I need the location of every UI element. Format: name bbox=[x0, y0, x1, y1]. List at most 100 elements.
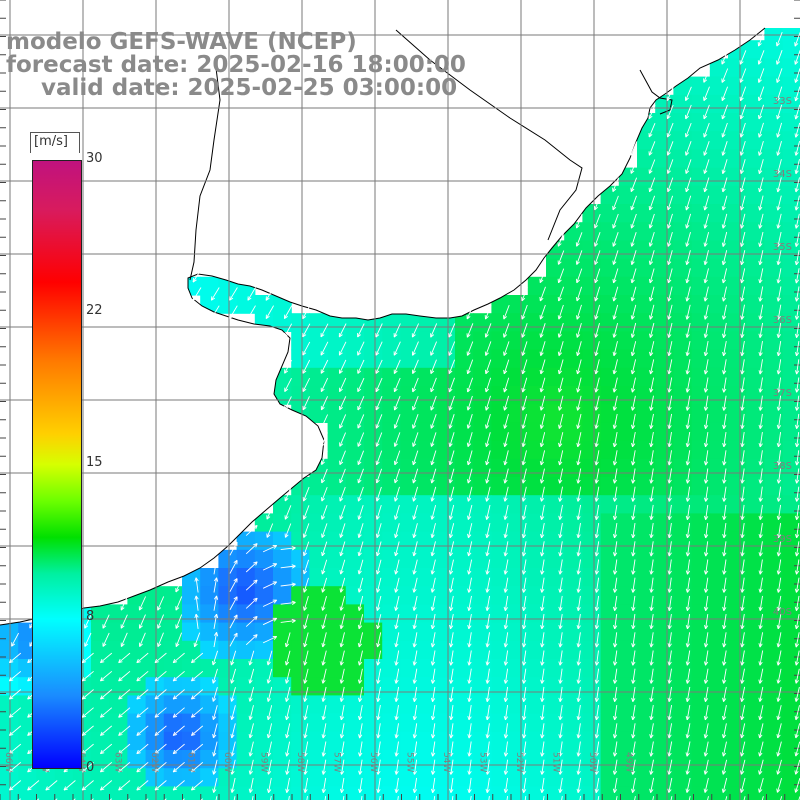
wind-arrow bbox=[320, 468, 328, 484]
wind-arrow bbox=[776, 450, 782, 466]
wind-arrow bbox=[722, 486, 727, 502]
lat-label: 34S bbox=[773, 169, 792, 180]
wind-arrow bbox=[233, 796, 236, 800]
wind-cell bbox=[691, 731, 711, 751]
wind-arrow bbox=[540, 541, 545, 557]
wind-cell bbox=[655, 677, 674, 696]
wind-cell bbox=[709, 331, 729, 351]
wind-arrow bbox=[649, 523, 654, 539]
wind-cell bbox=[145, 695, 165, 715]
wind-cell bbox=[673, 222, 693, 241]
wind-cell bbox=[382, 513, 401, 533]
wind-arrow bbox=[740, 450, 745, 466]
wind-cell bbox=[200, 276, 219, 296]
wind-cell bbox=[455, 513, 474, 533]
wind-arrow bbox=[84, 632, 92, 647]
wind-arrow bbox=[245, 615, 258, 627]
wind-arrow bbox=[649, 741, 654, 757]
wind-cell bbox=[418, 477, 438, 496]
wind-cell bbox=[582, 513, 602, 533]
wind-arrow bbox=[521, 432, 527, 448]
wind-cell bbox=[400, 677, 420, 696]
wind-cell bbox=[527, 313, 547, 332]
wind-arrow bbox=[721, 705, 727, 721]
wind-cell bbox=[473, 513, 492, 533]
wind-arrow bbox=[375, 414, 383, 429]
wind-arrow bbox=[302, 523, 310, 538]
wind-arrow bbox=[649, 395, 654, 411]
wind-arrow bbox=[740, 395, 745, 411]
wind-arrow bbox=[794, 68, 800, 83]
wind-arrow bbox=[412, 723, 418, 739]
wind-arrow bbox=[339, 741, 345, 757]
wind-cell bbox=[600, 440, 620, 460]
wind-cell bbox=[418, 622, 438, 642]
wind-arrow bbox=[358, 723, 363, 739]
wind-cell bbox=[618, 331, 638, 351]
wind-arrow bbox=[794, 195, 800, 211]
wind-arrow bbox=[667, 413, 673, 429]
wind-arrow bbox=[794, 577, 800, 593]
wind-cell bbox=[691, 440, 711, 460]
wind-arrow bbox=[376, 759, 381, 775]
wind-arrow bbox=[339, 523, 346, 538]
wind-arrow bbox=[136, 689, 149, 700]
wind-arrow bbox=[794, 250, 800, 266]
wind-arrow bbox=[521, 377, 528, 393]
wind-arrow bbox=[721, 177, 728, 193]
wind-arrow bbox=[321, 705, 327, 721]
wind-arrow bbox=[612, 268, 619, 284]
wind-arrow bbox=[648, 250, 655, 266]
wind-cell bbox=[764, 258, 784, 278]
wind-cell bbox=[728, 677, 747, 696]
wind-arrow bbox=[466, 432, 473, 448]
wind-arrow bbox=[430, 723, 436, 739]
wind-cell bbox=[364, 513, 383, 533]
wind-cell bbox=[691, 331, 711, 351]
wind-cell bbox=[254, 604, 274, 624]
wind-arrow bbox=[303, 614, 309, 629]
wind-cell bbox=[746, 750, 765, 769]
wind-cell bbox=[655, 222, 674, 241]
wind-arrow bbox=[394, 668, 400, 684]
wind-cell bbox=[455, 568, 474, 587]
wind-arrow bbox=[280, 618, 296, 624]
wind-arrow bbox=[612, 341, 618, 357]
wind-arrow bbox=[794, 523, 800, 539]
wind-cell bbox=[527, 458, 547, 478]
wind-cell bbox=[782, 113, 800, 132]
wind-arrow bbox=[631, 686, 636, 702]
wind-arrow bbox=[652, 796, 655, 800]
wind-arrow bbox=[776, 468, 782, 484]
wind-arrow bbox=[630, 250, 637, 266]
wind-cell bbox=[764, 786, 784, 800]
wind-cell bbox=[364, 695, 383, 715]
wind-cell bbox=[400, 477, 420, 496]
wind-arrow bbox=[190, 689, 204, 700]
wind-arrow bbox=[667, 759, 673, 775]
wind-arrow bbox=[467, 723, 472, 739]
wind-cell bbox=[764, 750, 784, 769]
wind-arrow bbox=[485, 450, 491, 466]
wind-arrow bbox=[575, 250, 583, 265]
wind-arrow bbox=[575, 232, 583, 247]
wind-cell bbox=[418, 713, 438, 733]
wind-cell bbox=[418, 513, 438, 533]
wind-arrow bbox=[612, 759, 618, 775]
wind-arrow bbox=[394, 486, 400, 502]
wind-cell bbox=[145, 750, 165, 769]
wind-cell bbox=[455, 659, 474, 678]
wind-cell bbox=[546, 367, 565, 387]
wind-arrow bbox=[594, 705, 600, 721]
wind-cell bbox=[364, 495, 383, 514]
wind-cell bbox=[400, 531, 420, 551]
wind-cell bbox=[546, 477, 565, 496]
wind-arrow bbox=[758, 268, 764, 284]
wind-cell bbox=[637, 695, 656, 715]
wind-cell bbox=[291, 695, 310, 715]
wind-cell bbox=[364, 531, 383, 551]
wind-arrow bbox=[412, 432, 419, 447]
wind-arrow bbox=[612, 595, 618, 611]
wind-arrow bbox=[375, 396, 383, 411]
wind-cell bbox=[109, 695, 128, 715]
